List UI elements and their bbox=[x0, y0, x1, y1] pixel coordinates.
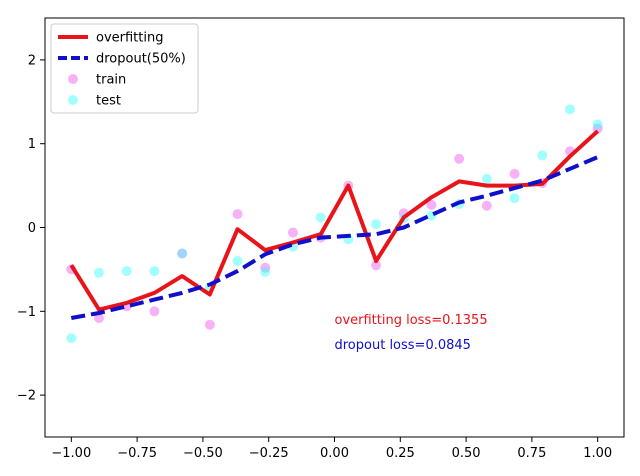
y-tick-label: −1 bbox=[17, 305, 36, 320]
legend: overfitting dropout(50%) train test bbox=[50, 23, 199, 114]
point-test bbox=[177, 248, 188, 259]
x-tick-label: −1.00 bbox=[51, 446, 91, 461]
legend-item-test: test bbox=[68, 94, 121, 109]
x-tick-label: 0.25 bbox=[386, 446, 415, 461]
annotation-layer: overfitting loss=0.1355 dropout loss=0.08… bbox=[335, 313, 488, 353]
legend-item-overfitting: overfitting bbox=[58, 31, 163, 46]
point-test bbox=[537, 150, 548, 161]
point-test bbox=[94, 267, 105, 278]
legend-item-train: train bbox=[68, 73, 126, 88]
point-test bbox=[260, 266, 271, 277]
x-tick-label: 0.75 bbox=[517, 446, 546, 461]
point-test bbox=[315, 212, 326, 223]
x-tick-label: −0.75 bbox=[117, 446, 157, 461]
point-test bbox=[66, 333, 77, 344]
point-test bbox=[481, 173, 492, 184]
point-train bbox=[260, 262, 271, 273]
y-tick-label: 1 bbox=[28, 137, 36, 152]
point-train bbox=[371, 260, 382, 271]
x-tick-label: 0.00 bbox=[320, 446, 349, 461]
legend-label: test bbox=[96, 94, 121, 109]
point-train bbox=[177, 248, 188, 259]
legend-item-dropout-50: dropout(50%) bbox=[58, 52, 186, 67]
annotation-overfitting-loss: overfitting loss=0.1355 bbox=[335, 313, 488, 328]
y-tick-label: −2 bbox=[17, 389, 36, 404]
point-test bbox=[149, 266, 160, 277]
series-layer bbox=[66, 104, 603, 344]
x-tick-label: −0.50 bbox=[183, 446, 223, 461]
series-line-overfitting bbox=[69, 129, 600, 312]
legend-label: train bbox=[96, 73, 126, 88]
point-test bbox=[509, 193, 520, 204]
y-tick-label: 2 bbox=[28, 53, 36, 68]
point-train bbox=[94, 313, 105, 324]
point-test bbox=[592, 119, 603, 130]
point-train bbox=[149, 306, 160, 317]
legend-swatch bbox=[68, 74, 78, 84]
legend-label: overfitting bbox=[96, 31, 163, 46]
point-test bbox=[564, 104, 575, 115]
legend-box bbox=[50, 23, 199, 114]
legend-swatch bbox=[68, 95, 78, 105]
x-tick-label: 0.50 bbox=[452, 446, 481, 461]
y-tick-label: 0 bbox=[28, 221, 36, 236]
point-train bbox=[454, 153, 465, 164]
legend-label: dropout(50%) bbox=[96, 52, 186, 67]
series-line-dropout-50 bbox=[70, 155, 599, 320]
point-test bbox=[121, 266, 132, 277]
point-train bbox=[232, 209, 243, 220]
point-test bbox=[371, 219, 382, 230]
point-train bbox=[426, 199, 437, 210]
point-train bbox=[481, 200, 492, 211]
x-tick-label: 1.00 bbox=[583, 446, 612, 461]
point-test bbox=[232, 256, 243, 267]
point-train bbox=[287, 227, 298, 238]
point-train bbox=[509, 168, 520, 179]
point-train bbox=[204, 319, 215, 330]
x-tick-label: −0.25 bbox=[249, 446, 289, 461]
annotation-dropout-loss: dropout loss=0.0845 bbox=[335, 338, 471, 353]
tick-layer: −1.00 −0.75 −0.50 −0.25 0.00 0.25 0.50 0.75 1.00… bbox=[17, 53, 612, 461]
